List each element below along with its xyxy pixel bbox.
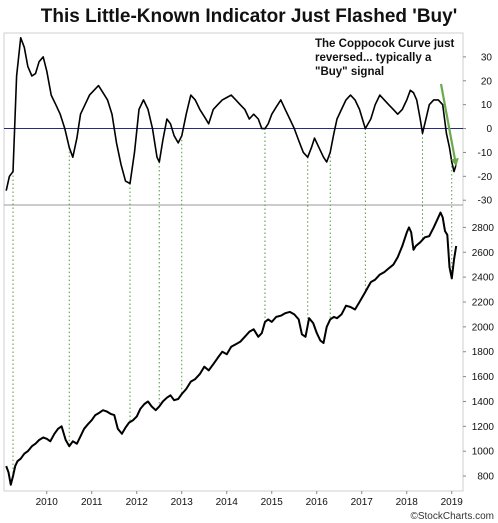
chart-title: This Little-Known Indicator Just Flashed… (41, 6, 458, 27)
bottom-y-axis: 2800 2600 2400 2200 2000 1800 1600 1400 1200 1000… (463, 223, 494, 483)
x-tick-label: 2010 (36, 497, 59, 508)
coppock-curve-line (5, 37, 457, 191)
x-tick-label: 2013 (171, 497, 194, 508)
bottom-y-tick-label: 800 (477, 472, 494, 483)
annotation-line-2: reversed... typically a (315, 52, 432, 64)
top-y-tick-label: -30 (478, 196, 493, 207)
x-tick-label: 2018 (396, 497, 419, 508)
annotation-arrow (439, 83, 459, 167)
top-y-tick-label: -20 (478, 172, 493, 183)
top-y-axis: 30 20 10 0 -10 -20 -30 (463, 52, 493, 207)
credit-text: ©StockCharts.com (410, 511, 494, 522)
bottom-y-tick-label: 1200 (472, 422, 495, 433)
price-series-line (5, 211, 458, 486)
bottom-y-tick-label: 2200 (472, 297, 495, 308)
annotation-line-3: "Buy" signal (315, 66, 384, 78)
annotation-line-1: The Coppocok Curve just (315, 38, 454, 50)
x-tick-label: 2012 (126, 497, 149, 508)
bottom-y-tick-label: 1400 (472, 397, 495, 408)
bottom-panel-frame (3, 204, 464, 492)
top-y-tick-label: 10 (481, 100, 493, 111)
x-tick-label: 2015 (261, 497, 284, 508)
signal-lines (12, 128, 453, 477)
top-y-tick-label: -10 (478, 148, 493, 159)
bottom-y-tick-label: 2600 (472, 248, 495, 259)
x-tick-label: 2014 (216, 497, 239, 508)
annotation: The Coppocok Curve just reversed... typi… (315, 38, 459, 167)
top-y-tick-label: 30 (481, 52, 493, 63)
x-tick-label: 2019 (441, 497, 464, 508)
bottom-y-tick-label: 2400 (472, 273, 495, 284)
x-tick-label: 2016 (306, 497, 329, 508)
bottom-y-tick-label: 2000 (472, 322, 495, 333)
x-tick-label: 2017 (351, 497, 374, 508)
top-y-tick-label: 0 (486, 124, 492, 135)
bottom-y-tick-label: 2800 (472, 223, 495, 234)
x-tick-label: 2011 (81, 497, 103, 508)
bottom-y-tick-label: 1000 (472, 447, 495, 458)
x-axis: 2010 2011 2012 2013 2014 2015 2016 2017 2018 2019 (36, 491, 464, 508)
bottom-y-tick-label: 1800 (472, 347, 495, 358)
bottom-y-tick-label: 1600 (472, 372, 495, 383)
top-y-tick-label: 20 (481, 76, 493, 87)
